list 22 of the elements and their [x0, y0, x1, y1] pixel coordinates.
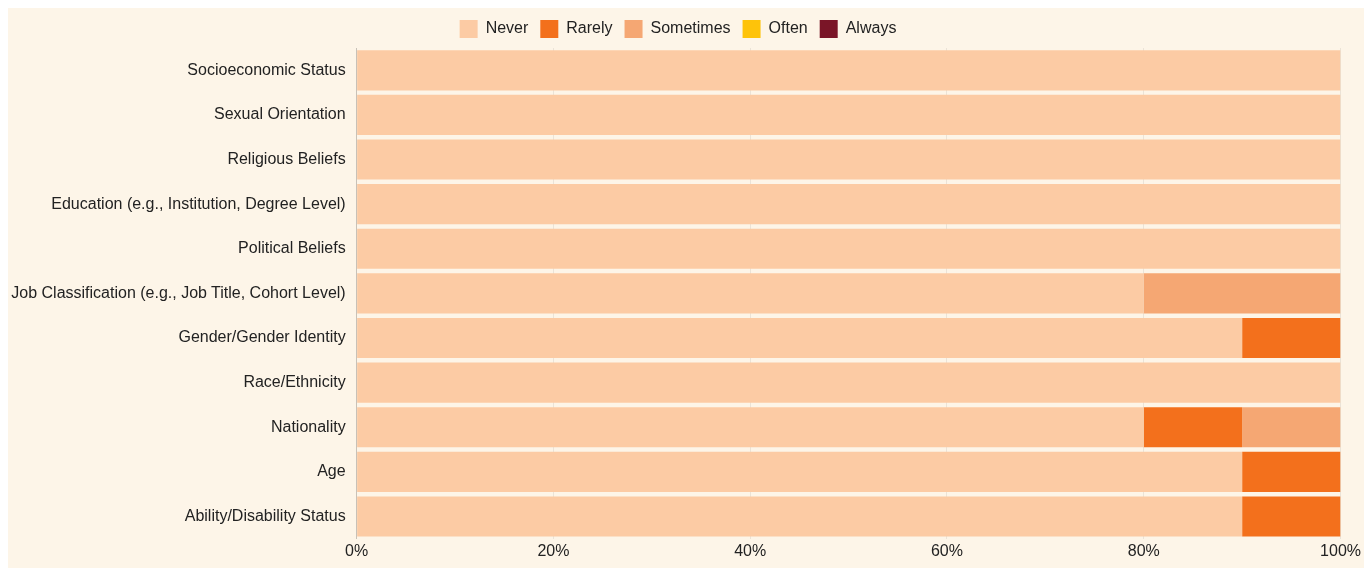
y-tick-label: Education (e.g., Institution, Degree Level): [51, 194, 346, 212]
x-tick-label: 40%: [734, 541, 767, 559]
legend-label: Rarely: [566, 19, 613, 37]
x-tick-label: 20%: [537, 541, 570, 559]
y-tick-label: Ability/Disability Status: [184, 506, 346, 524]
y-tick-label: Sexual Orientation: [214, 105, 346, 123]
y-tick-label: Job Classification (e.g., Job Title, Cohort Level): [11, 283, 346, 301]
x-tick-label: 100%: [1320, 541, 1361, 559]
y-tick-label: Political Beliefs: [238, 239, 346, 257]
y-tick-label: Gender/Gender Identity: [178, 328, 346, 346]
legend-label: Often: [768, 19, 808, 37]
x-tick-label: 60%: [930, 541, 963, 559]
y-tick-label: Age: [317, 462, 346, 480]
x-tick-label: 80%: [1127, 541, 1160, 559]
y-tick-label: Socioeconomic Status: [187, 60, 346, 78]
x-tick-label: 0%: [345, 541, 369, 559]
y-tick-label: Religious Beliefs: [227, 149, 346, 167]
y-tick-label: Race/Ethnicity: [243, 373, 346, 391]
legend-label: Sometimes: [650, 19, 731, 37]
y-tick-label: Nationality: [270, 417, 346, 435]
legend-label: Never: [485, 19, 529, 37]
legend-label: Always: [845, 19, 897, 37]
